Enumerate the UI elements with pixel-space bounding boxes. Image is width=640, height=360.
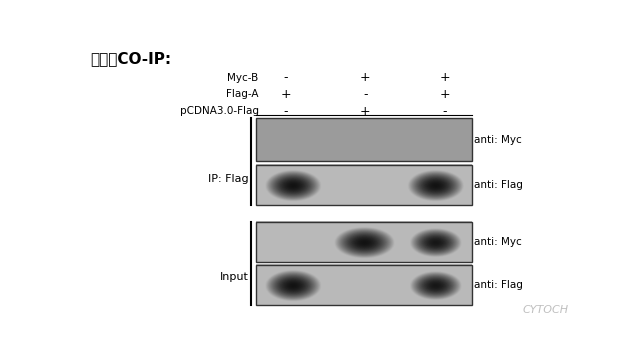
Bar bbox=[256, 165, 472, 205]
Text: -: - bbox=[442, 105, 447, 118]
Text: IP: Flag: IP: Flag bbox=[208, 174, 249, 184]
Text: +: + bbox=[360, 71, 371, 84]
Text: Input: Input bbox=[220, 273, 249, 283]
Text: +: + bbox=[439, 71, 450, 84]
Text: CYTOCH: CYTOCH bbox=[522, 305, 568, 315]
Text: 外源性CO-IP:: 外源性CO-IP: bbox=[90, 51, 171, 67]
Text: pCDNA3.0-Flag: pCDNA3.0-Flag bbox=[180, 106, 259, 116]
Text: anti: Flag: anti: Flag bbox=[474, 180, 523, 190]
Text: Flag-A: Flag-A bbox=[226, 90, 259, 99]
Text: -: - bbox=[363, 88, 367, 101]
Text: anti: Flag: anti: Flag bbox=[474, 280, 523, 290]
Text: anti: Myc: anti: Myc bbox=[474, 135, 522, 144]
Text: +: + bbox=[280, 88, 291, 101]
Text: anti: Myc: anti: Myc bbox=[474, 237, 522, 247]
Text: -: - bbox=[284, 105, 288, 118]
Bar bbox=[256, 265, 472, 305]
Bar bbox=[256, 118, 472, 161]
Text: -: - bbox=[284, 71, 288, 84]
Text: Myc-B: Myc-B bbox=[227, 73, 259, 83]
Text: +: + bbox=[360, 105, 371, 118]
Bar bbox=[256, 222, 472, 262]
Text: +: + bbox=[439, 88, 450, 101]
